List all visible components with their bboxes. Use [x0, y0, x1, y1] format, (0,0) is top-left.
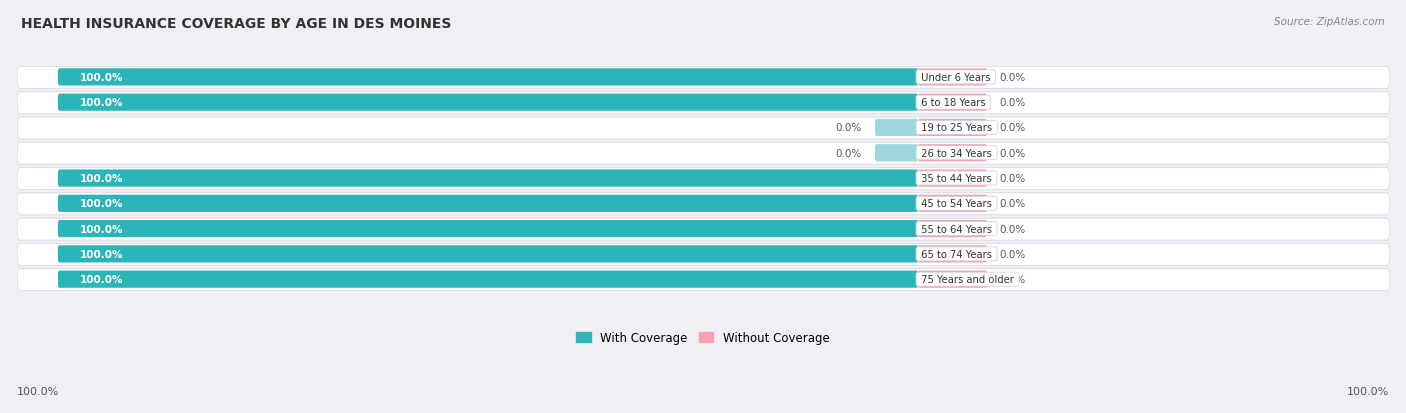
Text: 26 to 34 Years: 26 to 34 Years — [918, 148, 995, 158]
Text: Source: ZipAtlas.com: Source: ZipAtlas.com — [1274, 17, 1385, 26]
FancyBboxPatch shape — [17, 268, 1389, 291]
Text: 0.0%: 0.0% — [1000, 73, 1026, 83]
Text: 100.0%: 100.0% — [80, 98, 122, 108]
FancyBboxPatch shape — [17, 193, 1389, 216]
FancyBboxPatch shape — [17, 92, 1389, 115]
FancyBboxPatch shape — [17, 168, 1389, 190]
Text: 100.0%: 100.0% — [17, 387, 59, 396]
FancyBboxPatch shape — [918, 246, 987, 263]
Text: 55 to 64 Years: 55 to 64 Years — [918, 224, 995, 234]
FancyBboxPatch shape — [918, 170, 987, 187]
FancyBboxPatch shape — [17, 118, 1389, 140]
FancyBboxPatch shape — [875, 120, 918, 137]
Text: 0.0%: 0.0% — [1000, 199, 1026, 209]
Text: 100.0%: 100.0% — [80, 199, 122, 209]
FancyBboxPatch shape — [17, 218, 1389, 241]
Text: 45 to 54 Years: 45 to 54 Years — [918, 199, 995, 209]
Text: 0.0%: 0.0% — [1000, 224, 1026, 234]
FancyBboxPatch shape — [58, 271, 918, 288]
FancyBboxPatch shape — [17, 219, 1389, 240]
Text: HEALTH INSURANCE COVERAGE BY AGE IN DES MOINES: HEALTH INSURANCE COVERAGE BY AGE IN DES … — [21, 17, 451, 31]
Text: 75 Years and older: 75 Years and older — [918, 275, 1017, 285]
FancyBboxPatch shape — [17, 67, 1389, 90]
Text: 100.0%: 100.0% — [80, 275, 122, 285]
FancyBboxPatch shape — [17, 93, 1389, 114]
FancyBboxPatch shape — [918, 195, 987, 212]
Text: 65 to 74 Years: 65 to 74 Years — [918, 249, 995, 259]
Legend: With Coverage, Without Coverage: With Coverage, Without Coverage — [572, 326, 834, 349]
FancyBboxPatch shape — [58, 246, 918, 263]
Text: 0.0%: 0.0% — [835, 123, 862, 133]
FancyBboxPatch shape — [58, 94, 918, 112]
FancyBboxPatch shape — [918, 69, 987, 86]
Text: Under 6 Years: Under 6 Years — [918, 73, 994, 83]
Text: 100.0%: 100.0% — [80, 224, 122, 234]
FancyBboxPatch shape — [58, 170, 918, 187]
Text: 100.0%: 100.0% — [80, 73, 122, 83]
Text: 100.0%: 100.0% — [80, 249, 122, 259]
Text: 6 to 18 Years: 6 to 18 Years — [918, 98, 988, 108]
Text: 100.0%: 100.0% — [1347, 387, 1389, 396]
FancyBboxPatch shape — [918, 271, 987, 288]
FancyBboxPatch shape — [918, 94, 987, 112]
Text: 19 to 25 Years: 19 to 25 Years — [918, 123, 995, 133]
Text: 0.0%: 0.0% — [1000, 98, 1026, 108]
Text: 0.0%: 0.0% — [1000, 123, 1026, 133]
Text: 100.0%: 100.0% — [80, 173, 122, 184]
FancyBboxPatch shape — [58, 221, 918, 237]
FancyBboxPatch shape — [17, 117, 1389, 140]
Text: 0.0%: 0.0% — [1000, 148, 1026, 158]
FancyBboxPatch shape — [918, 221, 987, 237]
Text: 0.0%: 0.0% — [1000, 249, 1026, 259]
FancyBboxPatch shape — [58, 195, 918, 212]
FancyBboxPatch shape — [17, 142, 1389, 165]
FancyBboxPatch shape — [17, 269, 1389, 291]
Text: 0.0%: 0.0% — [1000, 173, 1026, 184]
Text: 0.0%: 0.0% — [1000, 275, 1026, 285]
FancyBboxPatch shape — [58, 69, 918, 86]
Text: 35 to 44 Years: 35 to 44 Years — [918, 173, 995, 184]
FancyBboxPatch shape — [17, 168, 1389, 190]
FancyBboxPatch shape — [875, 145, 918, 162]
FancyBboxPatch shape — [918, 145, 987, 162]
FancyBboxPatch shape — [17, 143, 1389, 165]
Text: 0.0%: 0.0% — [835, 148, 862, 158]
FancyBboxPatch shape — [17, 193, 1389, 215]
FancyBboxPatch shape — [17, 243, 1389, 266]
FancyBboxPatch shape — [17, 244, 1389, 266]
FancyBboxPatch shape — [17, 67, 1389, 89]
FancyBboxPatch shape — [918, 120, 987, 137]
